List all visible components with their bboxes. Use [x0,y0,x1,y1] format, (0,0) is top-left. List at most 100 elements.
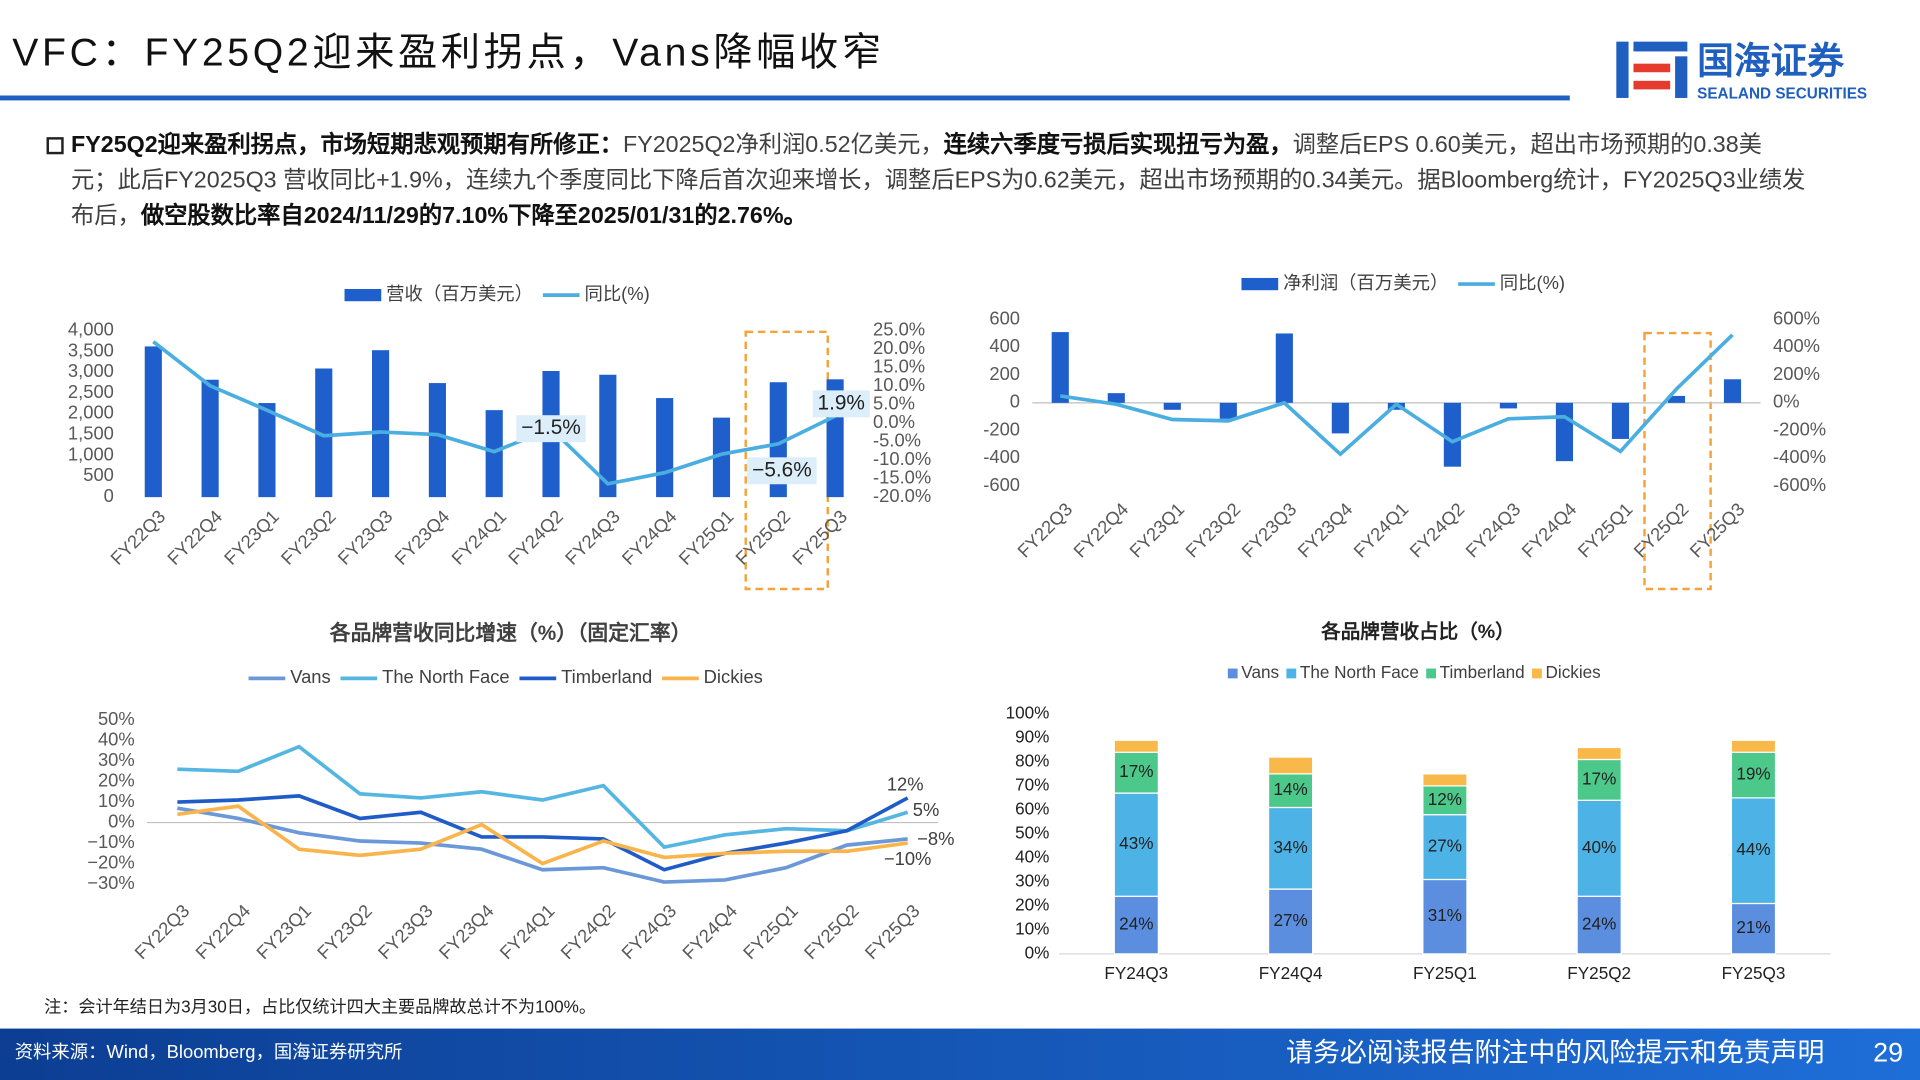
value-label: 12% [887,774,924,795]
x-tick-label: FY25Q1 [1573,498,1636,561]
value-label: 24% [1119,914,1153,934]
legend-label: 同比(%) [584,283,649,304]
bar [656,398,674,498]
x-tick-label: FY23Q3 [374,900,437,963]
y-tick-label: 20% [1015,894,1049,914]
x-tick-label: FY24Q4 [678,900,741,963]
y-tick-label: 30% [98,749,135,770]
bar [1331,402,1349,434]
x-tick-label: FY25Q2 [800,900,863,963]
bar-segment [1422,814,1468,881]
y-tick-label: 20% [98,769,135,790]
legend-swatch [1227,668,1238,679]
bar [712,417,731,498]
y2-tick-label: 400% [1773,335,1820,356]
y-tick-label: 2,000 [68,402,114,423]
legend-swatch [1241,277,1279,291]
y-tick-label: -200 [983,418,1020,439]
y-tick-label: 500 [83,464,114,485]
value-label: 44% [1736,839,1770,859]
slide-title: VFC：FY25Q2迎来盈利拐点，Vans降幅收窄 [12,31,885,74]
y-tick-label: 70% [1015,774,1049,794]
y-tick-label: 3,000 [68,360,114,381]
value-label: 14% [1273,779,1307,799]
y-tick-label: 50% [1015,822,1049,842]
legend-swatch [1532,668,1542,679]
title-rule [0,95,1570,101]
y-tick-label: -400 [983,446,1020,467]
bar [1107,393,1125,403]
x-tick-label: FY23Q1 [220,506,283,569]
x-tick-label: FY25Q1 [674,506,737,569]
x-tick-label: FY25Q2 [731,506,794,569]
legend: 净利润（百万美元） 同比(%) [1241,272,1565,293]
summary-segment: 连续六季度亏损后实现扭亏为盈， [943,132,1293,158]
logo-en: SEALAND SECURITIES [1697,85,1867,102]
summary-segment: 调整后EPS 0.60美元，超出市场预期的0.38美元；此后FY2025Q3 营… [71,132,1806,229]
legend-label: The North Face [382,666,510,687]
y2-tick-label: 10.0% [873,374,925,395]
y2-tick-label: -5.0% [873,429,921,450]
footer-bar [0,1028,1920,1080]
bar-segment [1730,751,1777,799]
highlight-box [1643,331,1712,591]
x-tick-label: FY25Q3 [861,900,924,963]
y2-tick-label: -10.0% [873,448,931,469]
value-label: 19% [1736,764,1770,784]
bar [1051,332,1069,403]
value-label: 27% [1428,836,1462,856]
x-tick-label: FY25Q3 [1722,963,1786,983]
y-tick-label: 1,500 [68,423,114,444]
bar-segment [1422,878,1468,955]
y2-tick-label: -200% [1773,418,1826,439]
legend-label: Dickies [704,666,763,687]
x-tick-label: FY24Q4 [618,506,681,569]
line [177,806,908,884]
y-tick-label: 40% [1015,846,1049,866]
bar-segment [1576,799,1622,897]
line [152,340,836,486]
bar [315,368,333,498]
x-tick-label: FY24Q2 [556,900,619,963]
x-tick-label: FY23Q4 [390,506,453,569]
summary-segment: FY2025Q2净利润0.52亿美元， [622,132,944,158]
bar [1667,395,1686,403]
x-tick-label: FY25Q1 [1413,963,1477,983]
x-tick-label: FY22Q3 [106,506,169,569]
x-tick-label: FY23Q1 [1125,498,1188,561]
y-tick-label: −10% [87,831,134,852]
bar [144,346,162,498]
bar-segment [1267,806,1314,890]
value-label: −8% [917,828,954,849]
value-label: 21% [1736,917,1770,937]
y-tick-label: 60% [1015,798,1049,818]
value-label: 24% [1582,914,1616,934]
legend: 营收（百万美元） 同比(%) [344,283,650,304]
x-tick-label: FY23Q4 [435,900,498,963]
x-tick-label: FY24Q4 [1517,498,1580,561]
value-label: 17% [1119,761,1153,781]
y-tick-label: 40% [98,728,135,749]
value-label: 1.9% [818,391,865,414]
x-tick-label: FY23Q1 [252,900,315,963]
value-label-box [516,415,586,443]
x-tick-label: FY25Q3 [1685,498,1748,561]
x-tick-label: FY24Q3 [1104,963,1168,983]
y-tick-label: 90% [1015,726,1049,746]
bar-segment [1267,773,1314,809]
x-tick-label: FY24Q1 [447,506,510,569]
bar [1443,402,1461,467]
x-tick-label: FY24Q1 [495,900,558,963]
line [177,744,909,850]
x-tick-label: FY25Q2 [1567,963,1631,983]
x-tick-label: FY22Q3 [130,900,193,963]
legend-label: The North Face [1300,662,1419,682]
bar [1611,402,1630,439]
note: 注：会计年结日为3月30日，占比仅统计四大主要品牌故总计不为100%。 [44,996,596,1016]
chart-title: 各品牌营收占比（%） [1320,620,1515,643]
value-label: 40% [1582,837,1616,857]
bar [1555,402,1574,462]
page-number: 29 [1873,1037,1903,1067]
y-tick-label: −30% [87,872,134,893]
